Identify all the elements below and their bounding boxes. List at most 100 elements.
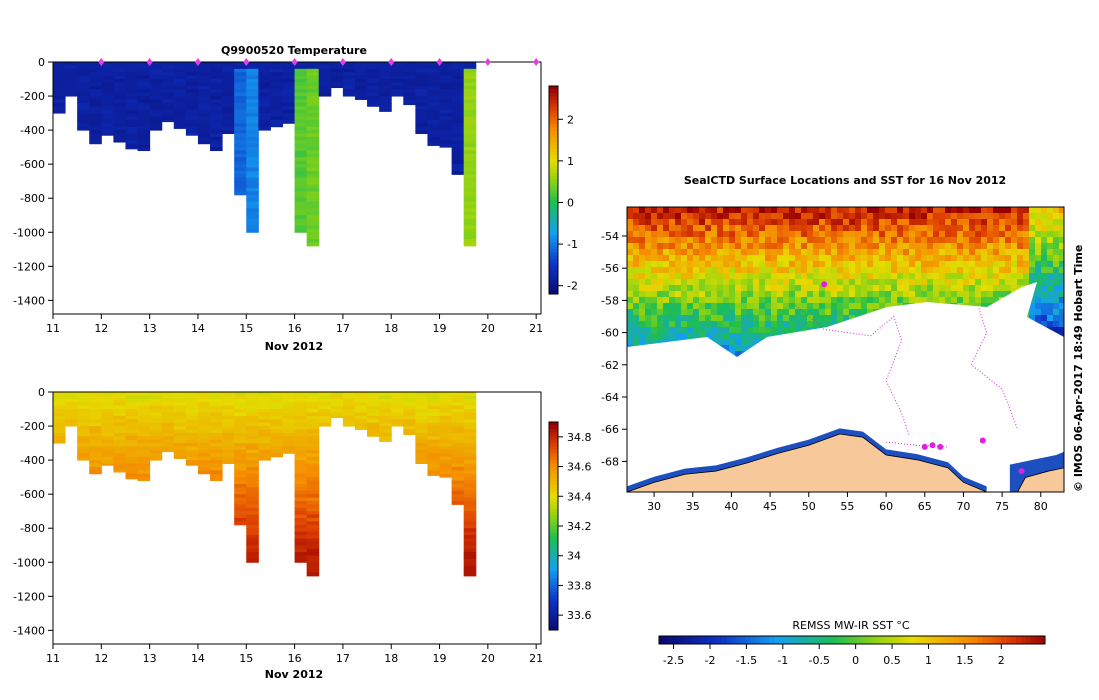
section-cell (439, 102, 453, 107)
sst-cell (1017, 207, 1024, 214)
sst-cell (747, 297, 754, 304)
section-cell (427, 415, 441, 420)
section-cell (222, 392, 235, 396)
sst-cell (675, 309, 682, 316)
x-tick-label: 19 (433, 652, 447, 665)
section-cell (197, 463, 211, 468)
section-cell (282, 409, 296, 413)
section-cell (77, 439, 90, 444)
sst-cell (969, 249, 976, 256)
section-cell (258, 415, 271, 420)
sst-cell (981, 231, 988, 238)
section-cell (367, 392, 380, 396)
sst-colorbar-segment (745, 636, 752, 644)
section-cell (89, 429, 102, 434)
sst-cell (753, 279, 760, 286)
sst-cell (699, 237, 706, 244)
section-cell (294, 402, 308, 407)
sst-cell (705, 207, 712, 214)
sst-cell (675, 225, 682, 232)
section-cell (161, 402, 175, 407)
sst-colorbar-segment (789, 636, 795, 644)
sst-cell (999, 291, 1006, 298)
section-cell (234, 96, 247, 100)
sst-cell (783, 219, 790, 226)
section-cell (330, 68, 344, 73)
section-cell (427, 92, 441, 97)
map-y-tick-label: -60 (601, 327, 619, 340)
sst-cell (885, 267, 892, 274)
sst-cell (1035, 237, 1042, 244)
section-cell (415, 392, 428, 396)
colorbar-segment (549, 248, 558, 253)
section-cell (101, 68, 114, 73)
section-cell (330, 79, 344, 83)
sst-cell (879, 213, 886, 220)
section-cell (306, 466, 320, 471)
sst-cell (957, 213, 964, 220)
section-cell (161, 102, 175, 107)
sst-cell (765, 237, 772, 244)
sst-cell (693, 219, 700, 226)
section-cell (306, 535, 320, 539)
sst-cell (939, 291, 946, 298)
sst-cell (675, 231, 682, 238)
sst-cell (843, 237, 850, 244)
sst-cell (651, 309, 658, 316)
sst-colorbar-tick-label: 2 (998, 654, 1005, 667)
section-cell (463, 228, 477, 233)
section-cell (137, 62, 151, 66)
section-cell (53, 75, 66, 80)
sst-cell (693, 249, 700, 256)
section-cell (330, 392, 344, 396)
section-cell (113, 460, 126, 465)
sst-cell (1053, 279, 1060, 286)
section-cell (53, 85, 66, 90)
sst-cell (741, 255, 748, 262)
section-cell (113, 75, 126, 80)
sst-cell (777, 207, 784, 214)
section-cell (306, 432, 320, 437)
section-cell (210, 106, 223, 111)
sst-cell (759, 285, 766, 292)
sst-cell (927, 219, 934, 226)
section-cell (379, 99, 392, 104)
sst-cell (633, 213, 640, 220)
sst-cell (807, 225, 814, 232)
sst-cell (885, 303, 892, 310)
sst-cell (789, 261, 796, 268)
section-cell (173, 402, 187, 407)
section-cell (463, 170, 477, 175)
sst-cell (1023, 225, 1030, 232)
colorbar-segment (549, 117, 558, 122)
section-cell (451, 466, 465, 471)
sst-cell (687, 225, 694, 232)
sst-cell (975, 303, 982, 310)
sst-cell (729, 237, 736, 244)
section-cell (451, 477, 465, 482)
section-cell (173, 429, 187, 434)
section-cell (89, 116, 102, 121)
section-cell (427, 409, 441, 413)
section-cell (149, 65, 163, 70)
sst-cell (837, 231, 844, 238)
colorbar-segment (549, 144, 558, 149)
section-cell (342, 89, 356, 94)
sst-cell (1029, 231, 1036, 238)
sst-cell (867, 219, 874, 226)
section-cell (306, 130, 320, 135)
sst-cell (645, 327, 652, 334)
sst-colorbar-segment (914, 636, 921, 644)
sst-cell (657, 285, 664, 292)
sst-cell (1035, 315, 1042, 322)
sst-cell (993, 237, 1000, 244)
section-cell (113, 395, 126, 400)
section-cell (415, 402, 428, 407)
sst-cell (765, 207, 772, 214)
sst-cell (1011, 207, 1018, 214)
x-tick-label: 11 (46, 652, 60, 665)
section-cell (89, 432, 102, 437)
section-cell (246, 215, 259, 220)
sst-cell (651, 219, 658, 226)
colorbar-segment (549, 626, 558, 631)
